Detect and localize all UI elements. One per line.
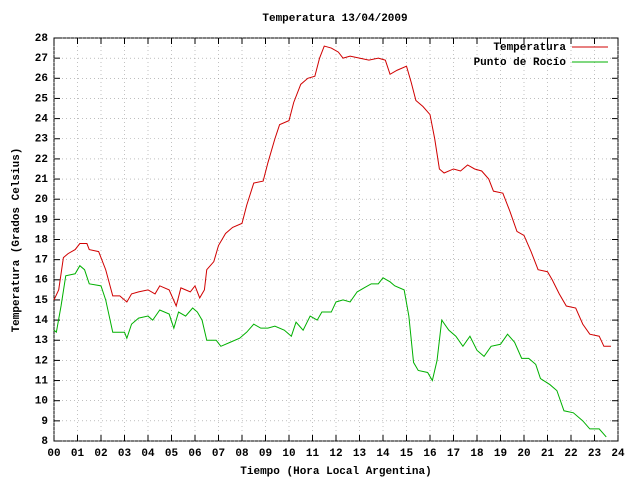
y-tick-label: 8: [41, 436, 48, 448]
y-tick-label: 27: [35, 53, 48, 65]
x-tick-label: 09: [259, 448, 272, 460]
chart-title: Temperatura 13/04/2009: [262, 13, 407, 25]
y-tick-label: 14: [35, 315, 49, 327]
legend-label: Punto de Rocío: [474, 57, 567, 69]
x-tick-label: 19: [494, 448, 507, 460]
y-tick-label: 18: [35, 234, 49, 246]
x-tick-label: 02: [94, 448, 107, 460]
y-tick-label: 20: [35, 194, 48, 206]
x-tick-label: 05: [165, 448, 179, 460]
x-tick-label: 12: [329, 448, 342, 460]
x-axis-label: Tiempo (Hora Local Argentina): [240, 466, 431, 478]
x-tick-label: 08: [235, 448, 249, 460]
y-tick-label: 13: [35, 335, 49, 347]
y-tick-label: 22: [35, 154, 48, 166]
y-tick-label: 12: [35, 355, 48, 367]
y-tick-label: 21: [35, 174, 49, 186]
y-tick-label: 10: [35, 396, 48, 408]
y-tick-label: 19: [35, 214, 48, 226]
x-tick-label: 16: [423, 448, 436, 460]
x-tick-label: 15: [400, 448, 414, 460]
x-tick-label: 06: [188, 448, 201, 460]
x-tick-label: 03: [118, 448, 132, 460]
x-tick-label: 01: [71, 448, 85, 460]
x-tick-label: 13: [353, 448, 367, 460]
x-tick-label: 23: [588, 448, 602, 460]
legend-label: Temperatura: [493, 42, 566, 54]
data-line: [53, 264, 607, 438]
data-line: [53, 45, 611, 347]
y-tick-label: 26: [35, 73, 48, 85]
x-tick-label: 04: [141, 448, 155, 460]
x-tick-label: 17: [447, 448, 460, 460]
y-tick-label: 24: [35, 114, 49, 126]
y-tick-label: 11: [35, 375, 49, 387]
y-tick-label: 17: [35, 255, 48, 267]
x-tick-label: 24: [611, 448, 625, 460]
x-tick-label: 00: [47, 448, 60, 460]
x-tick-label: 20: [517, 448, 530, 460]
y-tick-label: 28: [35, 33, 49, 45]
x-tick-label: 14: [376, 448, 390, 460]
x-tick-label: 07: [212, 448, 225, 460]
y-tick-label: 16: [35, 275, 48, 287]
y-tick-label: 15: [35, 295, 49, 307]
x-tick-label: 22: [564, 448, 577, 460]
y-tick-label: 23: [35, 134, 49, 146]
x-tick-label: 10: [282, 448, 295, 460]
x-tick-label: 21: [541, 448, 555, 460]
y-axis-label: Temperatura (Grados Celsius): [11, 148, 23, 333]
y-tick-label: 25: [35, 93, 49, 105]
x-tick-label: 11: [306, 448, 320, 460]
y-tick-label: 9: [41, 416, 48, 428]
x-tick-label: 18: [470, 448, 484, 460]
